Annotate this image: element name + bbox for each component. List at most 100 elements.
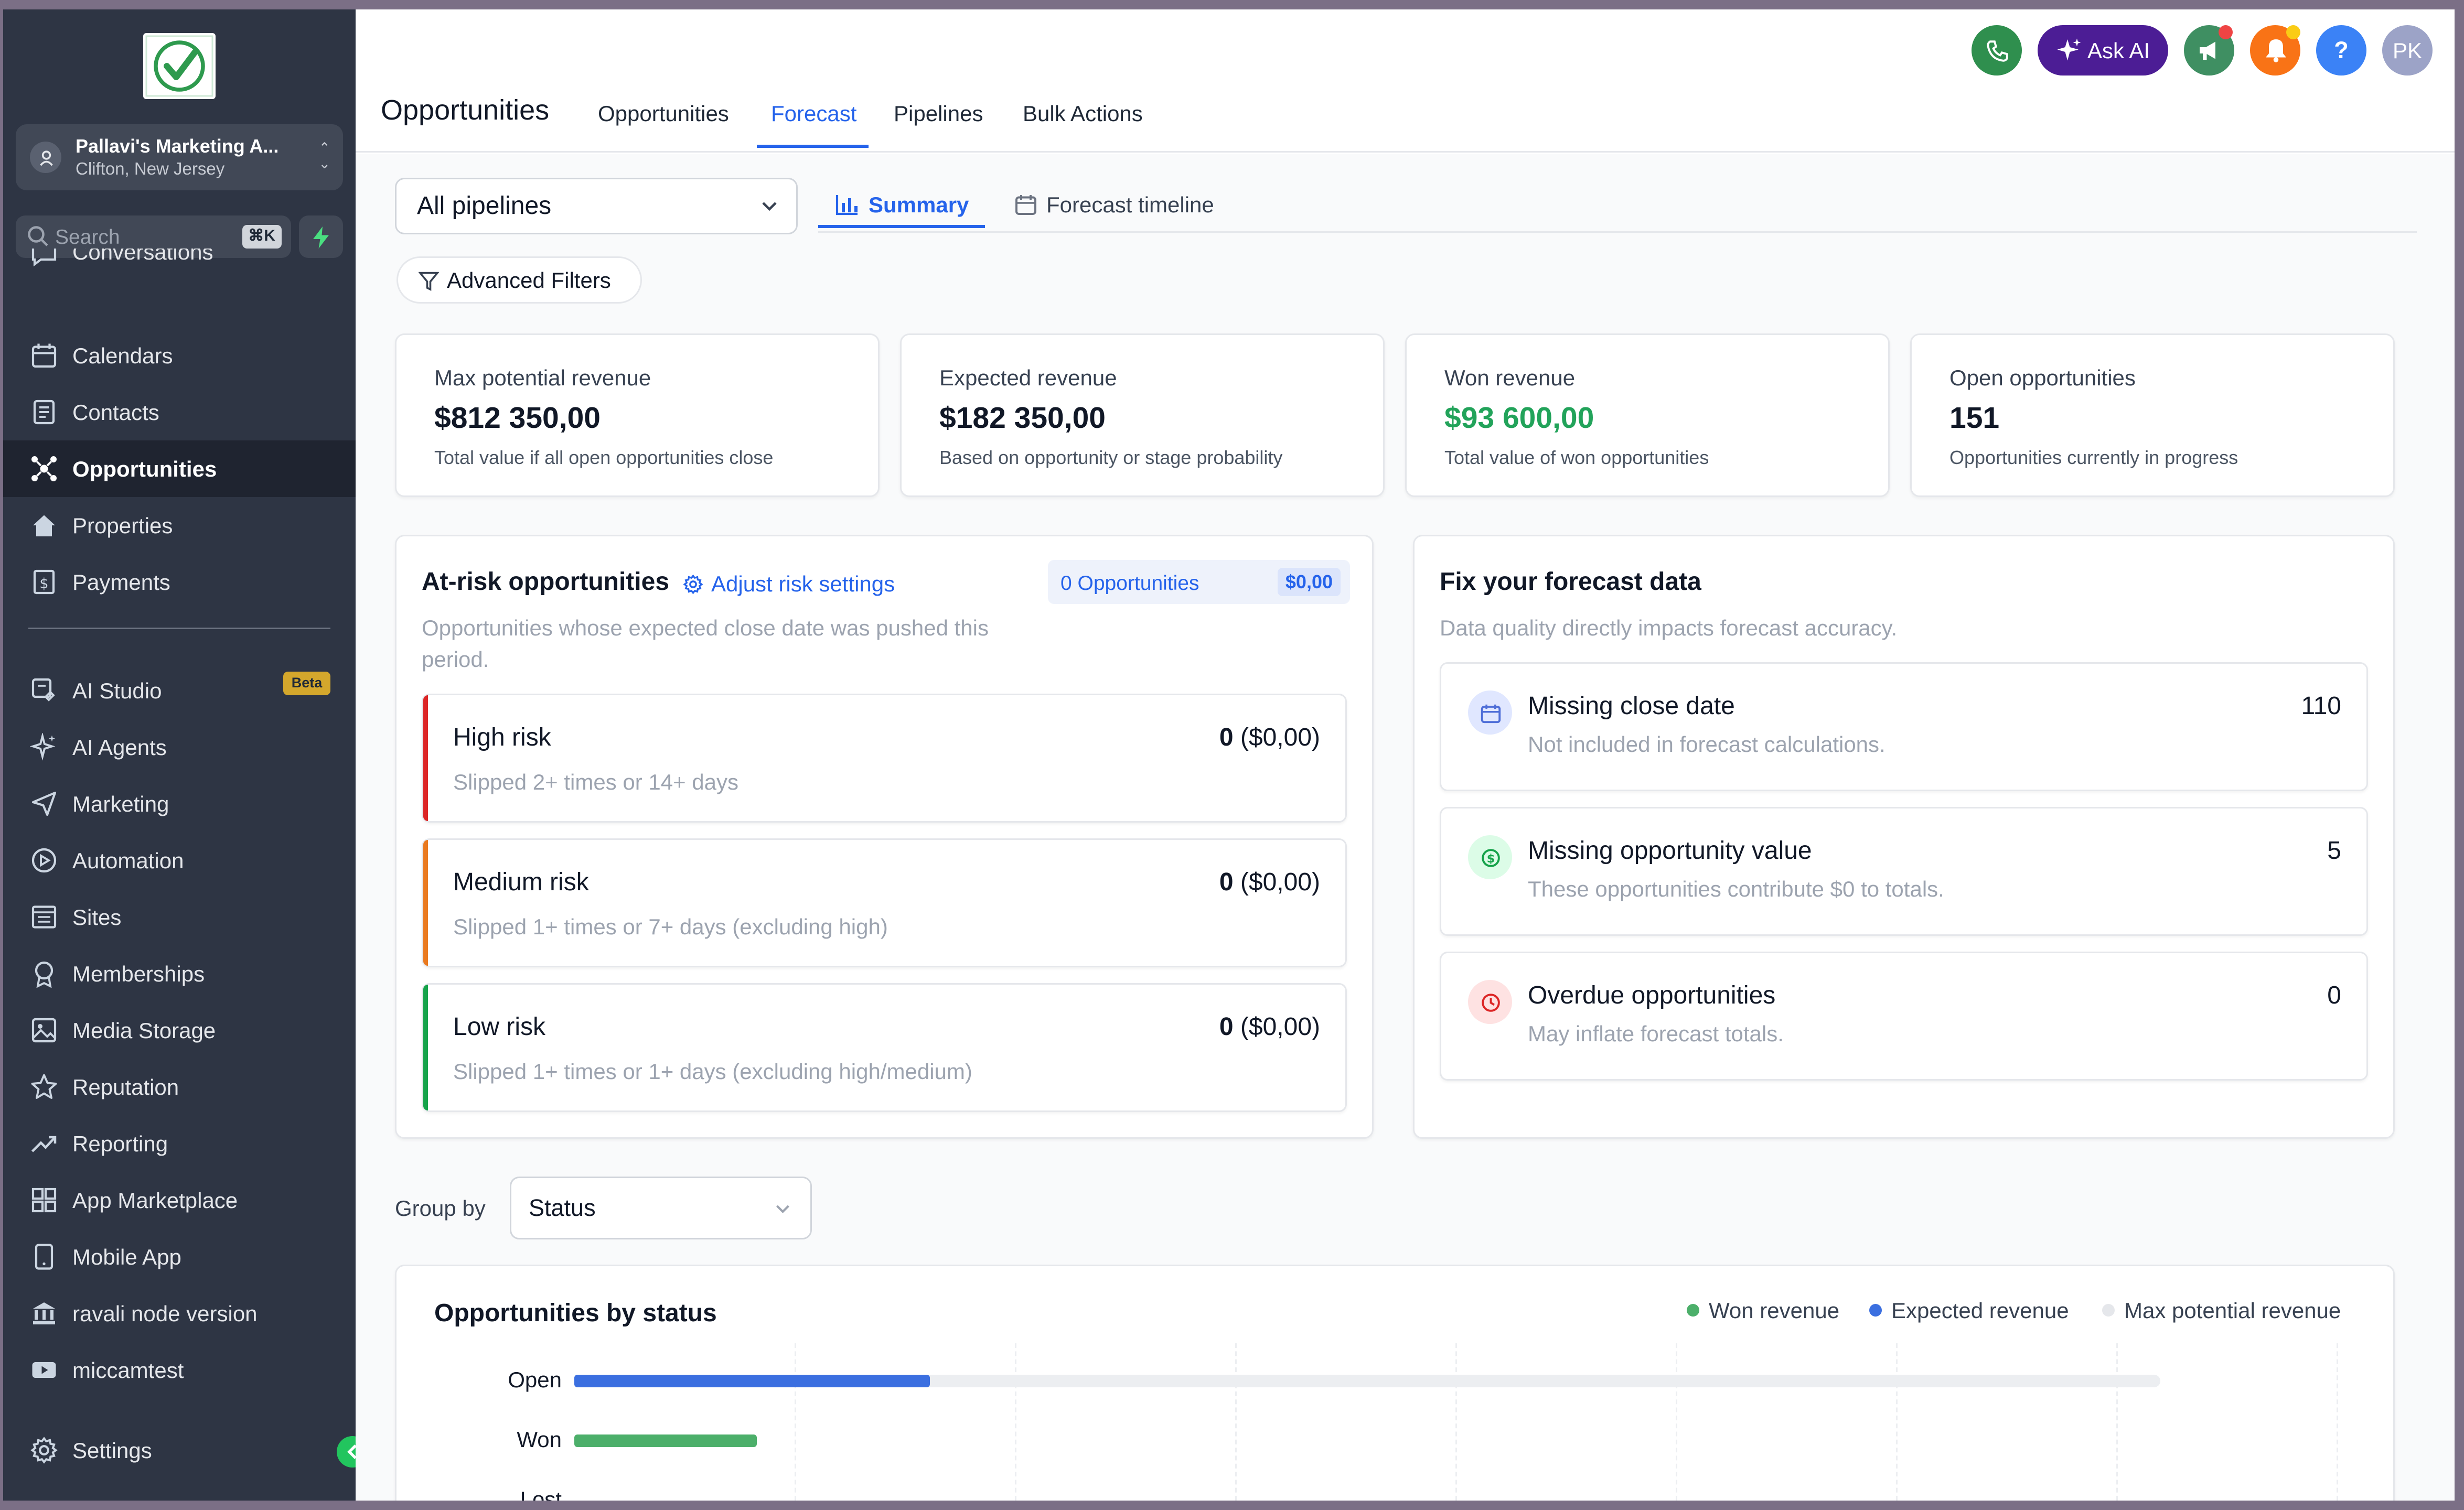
sidebar-item-reporting[interactable]: Reporting — [3, 1115, 356, 1172]
sidebar-item-label: App Marketplace — [72, 1188, 238, 1213]
sidebar-item-payments[interactable]: $ Payments — [3, 554, 356, 610]
quick-action-button[interactable] — [299, 215, 343, 258]
risk-row-low[interactable]: Low risk Slipped 1+ times or 1+ days (ex… — [422, 983, 1347, 1112]
fix-count: 5 — [2327, 838, 2341, 865]
active-subtab-indicator — [818, 225, 985, 228]
notification-dot — [2219, 25, 2233, 39]
advanced-filters-button[interactable]: Advanced Filters — [397, 256, 642, 304]
tab-opportunities[interactable]: Opportunities — [598, 101, 729, 126]
group-by-select[interactable]: Status — [510, 1177, 812, 1239]
help-button[interactable]: ? — [2316, 25, 2366, 76]
risk-amount: ($0,00) — [1233, 725, 1320, 752]
sidebar-item-automation[interactable]: Automation — [3, 832, 356, 889]
adjust-risk-settings-link[interactable]: Adjust risk settings — [683, 571, 895, 596]
ask-ai-button[interactable]: Ask AI — [2038, 25, 2168, 76]
search-input[interactable]: Search ⌘K — [16, 215, 291, 258]
risk-count: 0 — [1219, 725, 1234, 752]
dollar-icon: $ — [1468, 835, 1512, 879]
sidebar-item-app-marketplace[interactable]: App Marketplace — [3, 1172, 356, 1228]
company-logo[interactable] — [143, 33, 216, 99]
gear-icon — [683, 574, 703, 594]
contacts-icon — [33, 400, 55, 425]
kpi-card-won: Won revenue $93 600,00 Total value of wo… — [1405, 333, 1890, 497]
legend-swatch — [1687, 1304, 1699, 1317]
phone-button[interactable] — [1972, 25, 2022, 76]
pipeline-select[interactable]: All pipelines — [395, 178, 798, 234]
chat-icon — [31, 249, 57, 267]
tab-bulk-actions[interactable]: Bulk Actions — [1023, 101, 1143, 126]
fix-row-overdue[interactable]: Overdue opportunities May inflate foreca… — [1440, 952, 2368, 1081]
sidebar-item-ai-studio[interactable]: AI Studio — [3, 662, 356, 719]
sidebar-item-properties[interactable]: Properties — [3, 497, 356, 554]
chart-gridline — [795, 1343, 796, 1501]
risk-row-high[interactable]: High risk Slipped 2+ times or 14+ days 0… — [422, 694, 1347, 823]
category-label: Won — [517, 1427, 562, 1452]
avatar[interactable]: PK — [2382, 25, 2433, 76]
sidebar-item-sites[interactable]: Sites — [3, 889, 356, 945]
chart-gridline — [2116, 1343, 2118, 1501]
tab-forecast-timeline[interactable]: Forecast timeline — [1015, 192, 1214, 217]
tab-forecast[interactable]: Forecast — [771, 101, 857, 126]
advanced-filters-label: Advanced Filters — [447, 267, 611, 293]
bar-won-won-revenue[interactable] — [574, 1434, 757, 1447]
kpi-card-open: Open opportunities 151 Opportunities cur… — [1910, 333, 2395, 497]
tab-forecast-timeline-label: Forecast timeline — [1046, 192, 1214, 217]
sidebar-item-mobile-app[interactable]: Mobile App — [3, 1228, 356, 1285]
kpi-subtext: Based on opportunity or stage probabilit… — [939, 447, 1283, 469]
automation-icon — [31, 848, 57, 873]
risk-indicator — [423, 840, 428, 966]
legend-label: Expected revenue — [1891, 1298, 2069, 1323]
sidebar-item-label: AI Studio — [72, 678, 162, 703]
search-placeholder: Search — [55, 225, 120, 249]
filter-icon — [419, 271, 439, 290]
svg-text:$: $ — [39, 576, 48, 592]
bell-icon — [2265, 39, 2286, 62]
tab-summary[interactable]: Summary — [835, 192, 969, 217]
search-shortcut: ⌘K — [242, 225, 282, 249]
opportunities-icon — [31, 456, 57, 481]
sidebar-item-opportunities[interactable]: Opportunities — [3, 440, 356, 497]
sidebar-item-ravali-node-version[interactable]: ravali node version — [3, 1285, 356, 1342]
fix-row-missing-close-date[interactable]: Missing close date Not included in forec… — [1440, 662, 2368, 791]
location-icon — [30, 142, 61, 173]
kpi-subtext: Total value if all open opportunities cl… — [434, 447, 774, 469]
account-location: Clifton, New Jersey — [76, 160, 225, 179]
sidebar-item-settings[interactable]: Settings — [3, 1422, 356, 1479]
kpi-label: Open opportunities — [1949, 365, 2136, 390]
legend-won[interactable]: Won revenue — [1687, 1298, 1839, 1323]
at-risk-value: $0,00 — [1277, 568, 1341, 596]
kpi-label: Won revenue — [1444, 365, 1576, 390]
sidebar-item-conversations[interactable]: Conversations — [3, 249, 356, 283]
chart-gridline — [1896, 1343, 1898, 1501]
video-icon — [32, 1362, 56, 1378]
sidebar-item-media-storage[interactable]: Media Storage — [3, 1002, 356, 1059]
risk-description: Slipped 2+ times or 14+ days — [453, 769, 739, 794]
gear-icon — [30, 1437, 58, 1464]
chevron-down-icon — [776, 1205, 789, 1213]
category-label: Lost — [520, 1486, 562, 1501]
fix-count: 110 — [2301, 694, 2341, 720]
risk-description: Slipped 1+ times or 1+ days (excluding h… — [453, 1059, 972, 1084]
chart-gridline — [1015, 1343, 1016, 1501]
sidebar-item-ai-agents[interactable]: AI Agents — [3, 719, 356, 775]
bar-open-expected-revenue[interactable] — [574, 1375, 930, 1387]
fix-row-missing-value[interactable]: $ Missing opportunity value These opport… — [1440, 807, 2368, 936]
sidebar-item-calendars[interactable]: Calendars — [3, 327, 356, 384]
risk-value: 0 ($0,00) — [1219, 1015, 1320, 1043]
legend-max-potential[interactable]: Max potential revenue — [2102, 1298, 2341, 1323]
at-risk-summary-badge: 0 Opportunities $0,00 — [1048, 560, 1350, 604]
chart-gridline — [1676, 1343, 1677, 1501]
legend-expected[interactable]: Expected revenue — [1869, 1298, 2069, 1323]
tab-pipelines[interactable]: Pipelines — [894, 101, 983, 126]
home-icon — [33, 515, 55, 536]
calendar-icon — [1468, 691, 1512, 735]
sidebar-item-contacts[interactable]: Contacts — [3, 384, 356, 440]
sidebar-item-memberships[interactable]: Memberships — [3, 945, 356, 1002]
sidebar-item-reputation[interactable]: Reputation — [3, 1059, 356, 1115]
risk-count: 0 — [1219, 870, 1234, 897]
sidebar-item-marketing[interactable]: Marketing — [3, 775, 356, 832]
account-switcher[interactable]: Pallavi's Marketing A... Clifton, New Je… — [16, 124, 343, 190]
sidebar-item-miccamtest[interactable]: miccamtest — [3, 1342, 356, 1398]
risk-description: Slipped 1+ times or 7+ days (excluding h… — [453, 914, 888, 939]
risk-row-medium[interactable]: Medium risk Slipped 1+ times or 7+ days … — [422, 838, 1347, 967]
